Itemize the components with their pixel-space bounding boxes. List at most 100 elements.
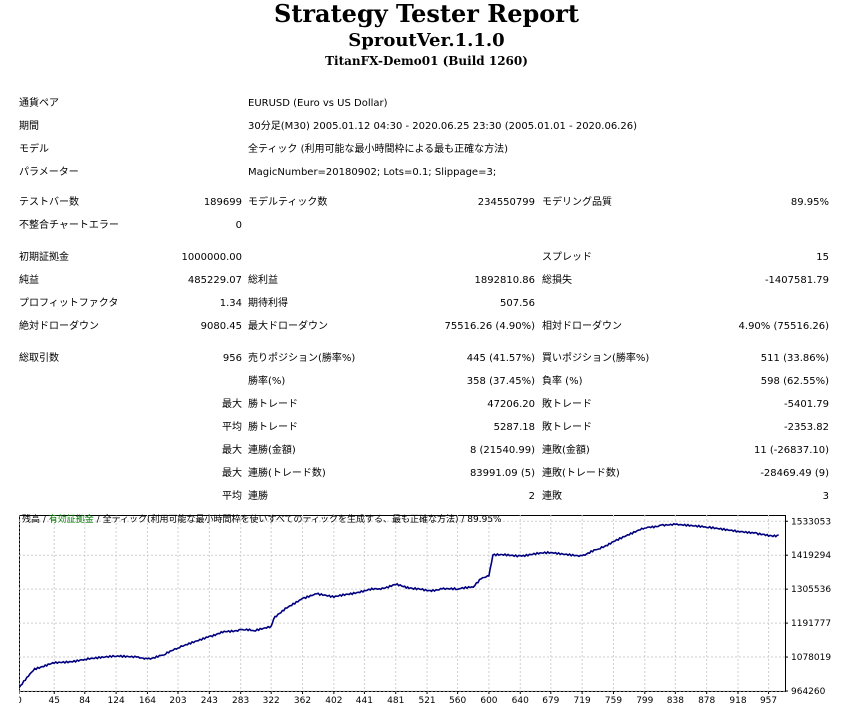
pf-label: プロフィットファクタ [19,298,119,309]
net-value: 485229.07 [187,275,242,286]
cons-loss-trades-label: 連敗(トレード数) [542,468,620,479]
legend-separator: / [458,515,468,525]
abs-dd-value: 9080.45 [200,321,242,332]
legend-model: 全ティック(利用可能な最小時間枠を使いすべてのティックを生成する、最も正確な方法… [102,515,459,525]
legend-separator: / [93,515,103,525]
loss-pct-label: 負率 (%) [542,376,583,387]
quality-value: 89.95% [790,197,829,208]
chart-y-tick-label: 1305536 [791,585,831,595]
balance-line [18,522,779,689]
max-dd-value: 75516.26 (4.90%) [444,321,535,332]
chart-x-tick-label: 679 [542,696,559,706]
long-value: 511 (33.86%) [760,353,829,364]
period-label: 期間 [19,121,39,132]
chart-y-tick-label: 1078019 [791,653,831,663]
chart-x-tick-label: 322 [263,696,280,706]
gross-loss-value: -1407581.79 [764,275,829,286]
max-word: 最大 [222,468,242,479]
model-value: 全ティック (利用可能な最小時間枠による最も正確な方法) [248,144,509,155]
deposit-label: 初期証拠金 [19,252,69,263]
avg-cons-loss-value: 3 [822,491,829,502]
max-win-value: 47206.20 [487,399,535,410]
spread-value: 15 [816,252,829,263]
short-label: 売りポジション(勝率%) [248,353,356,364]
trades-label: 総取引数 [19,353,59,364]
chart-x-tick-label: 164 [139,696,156,706]
quality-label: モデリング品質 [542,197,612,208]
cons-loss-money-value: 11 (-26837.10) [753,445,829,456]
chart-x-tick-label: 481 [387,696,404,706]
legend-quality: 89.95% [467,515,502,525]
chart-x-tick-label: 957 [760,696,777,706]
max-loss-value: -5401.79 [784,399,829,410]
expected-label: 期待利得 [248,298,288,309]
ticks-value: 234550799 [477,197,535,208]
expected-value: 507.56 [500,298,535,309]
chart-x-tick-label: 124 [108,696,125,706]
balance-chart-svg: 0 45 84 124 164 203 243 283 322 362 402 441 481 521 56… [16,515,831,706]
chart-y-tick-label: 1533053 [791,517,831,527]
net-label: 純益 [19,275,39,286]
cons-win-trades-label: 連勝(トレード数) [248,468,326,479]
win-pct-value: 358 (37.45%) [466,376,535,387]
trades-value: 956 [222,353,242,364]
long-label: 買いポジション(勝率%) [542,353,650,364]
chart-x-tick-label: 45 [49,696,60,706]
ticks-label: モデルティック数 [248,197,328,208]
legend-equity: 有効証拠金 [48,515,94,525]
model-label: モデル [19,144,49,155]
abs-dd-label: 絶対ドローダウン [19,321,99,332]
legend-balance: 残高 [22,515,41,525]
gross-profit-value: 1892810.86 [474,275,535,286]
period-value: 30分足(M30) 2005.01.12 04:30 - 2020.06.25 … [248,121,637,132]
chart-y-tick-label: 1419294 [791,551,831,561]
rel-dd-value: 4.90% (75516.26) [738,321,829,332]
params-label: パラメーター [19,167,79,178]
report-title: Strategy Tester Report [273,0,580,28]
avg-loss-value: -2353.82 [784,422,829,433]
chart-x-tick-label: 441 [356,696,373,706]
rel-dd-label: 相対ドローダウン [542,321,622,332]
max-word: 最大 [222,445,242,456]
avg-word: 平均 [222,422,242,433]
cons-win-money-label: 連勝(金額) [248,445,296,456]
win-pct-label: 勝率(%) [248,376,286,387]
chart-x-tick-label: 838 [667,696,684,706]
cons-loss-trades-value: -28469.49 (9) [760,468,829,479]
max-loss-label: 敗トレード [542,399,592,410]
bars-value: 189699 [203,197,242,208]
avg-word: 平均 [222,491,242,502]
cons-loss-money-label: 連敗(金額) [542,445,590,456]
bars-label: テストバー数 [19,197,79,208]
spread-label: スプレッド [542,252,592,263]
chart-legend: 残高 / 有効証拠金 / 全ティック(利用可能な最小時間枠を使いすべてのティック… [22,515,502,526]
chart-x-tick-label: 640 [512,696,529,706]
avg-cons-win-label: 連勝 [248,491,268,502]
loss-pct-value: 598 (62.55%) [760,376,829,387]
short-value: 445 (41.57%) [466,353,535,364]
chart-x-tick-label: 402 [325,696,342,706]
avg-win-label: 勝トレード [248,422,298,433]
gross-profit-label: 総利益 [248,275,278,286]
avg-cons-win-value: 2 [528,491,535,502]
max-dd-label: 最大ドローダウン [248,321,328,332]
chart-x-tick-label: 719 [574,696,591,706]
chart-x-tick-label: 799 [636,696,653,706]
chart-x-tick-label: 878 [698,696,715,706]
chart-x-tick-label: 918 [729,696,746,706]
cons-win-trades-value: 83991.09 (5) [469,468,535,479]
deposit-value: 1000000.00 [181,252,242,263]
symbol-label: 通貨ペア [19,98,59,109]
expert-name: SproutVer.1.1.0 [348,30,505,51]
avg-cons-loss-label: 連敗 [542,491,562,502]
mismatch-label: 不整合チャートエラー [19,220,119,231]
max-win-label: 勝トレード [248,399,298,410]
params-value: MagicNumber=20180902; Lots=0.1; Slippage… [248,167,497,178]
chart-x-tick-label: 521 [418,696,435,706]
chart-x-tick-label: 283 [232,696,249,706]
chart-x-tick-label: 600 [480,696,497,706]
legend-separator: / [40,515,49,525]
gross-loss-label: 総損失 [542,275,572,286]
chart-x-tick-label: 84 [79,696,91,706]
symbol-value: EURUSD (Euro vs US Dollar) [248,98,388,109]
